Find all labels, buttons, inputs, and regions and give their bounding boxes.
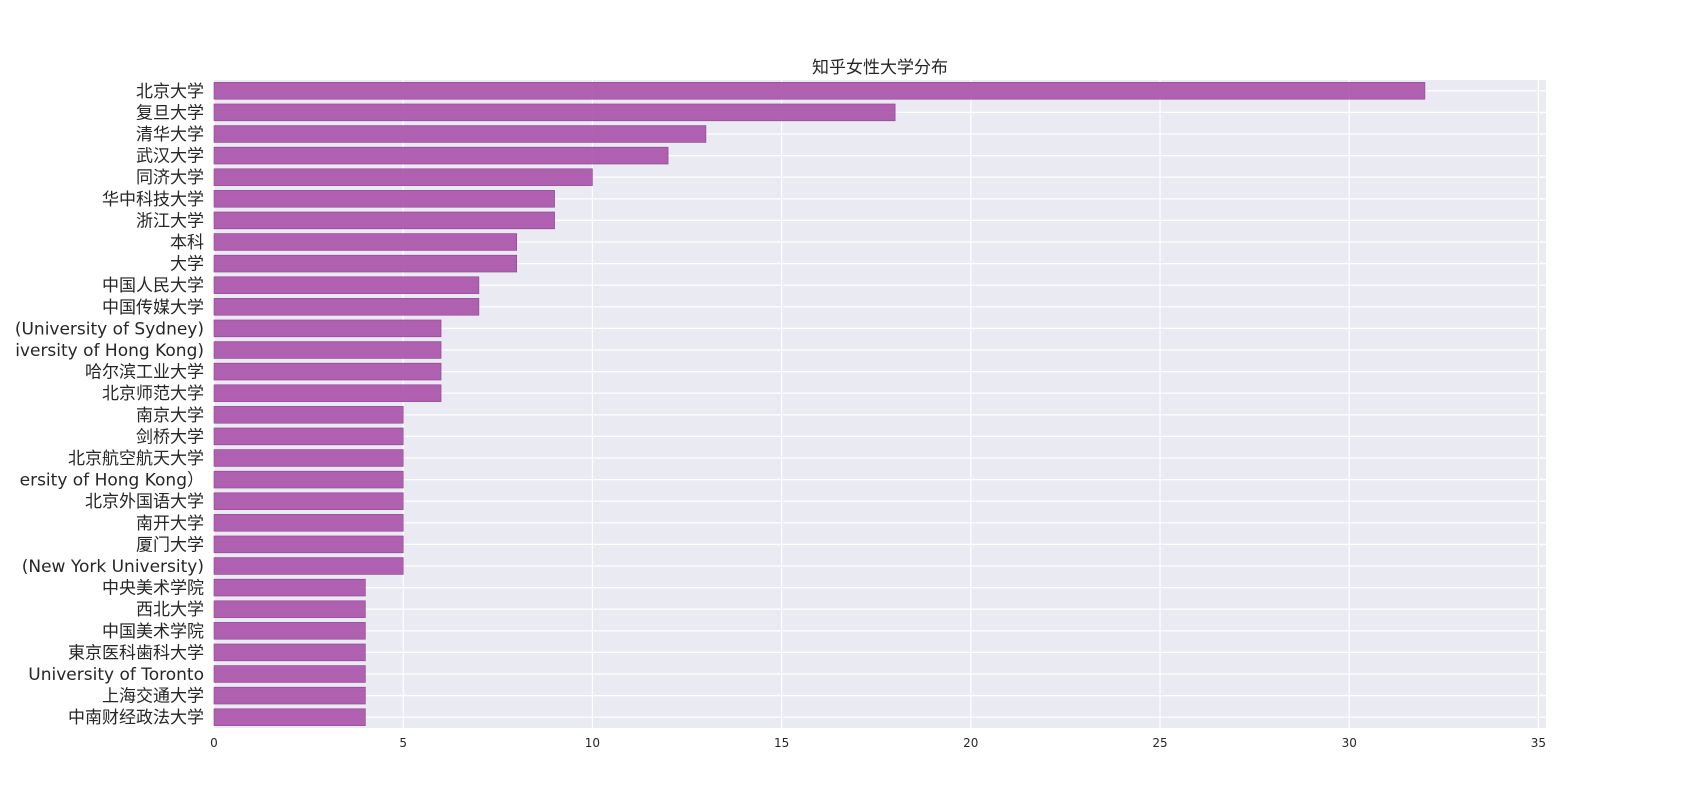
category-label: 华中科技大学 <box>102 190 204 210</box>
category-label: 中国美术学院 <box>102 622 204 642</box>
bar <box>213 686 366 705</box>
bar <box>213 449 404 467</box>
category-label: 南开大学 <box>136 514 204 534</box>
category-label: 浙江大学 <box>136 211 204 231</box>
bar <box>213 298 480 316</box>
bar <box>213 233 518 251</box>
bar <box>213 211 555 230</box>
bar <box>213 578 366 597</box>
x-tick-label: 10 <box>585 736 600 750</box>
category-label: 复旦大学 <box>136 103 204 123</box>
x-tick-label: 20 <box>963 736 978 750</box>
x-tick-label: 35 <box>1531 736 1546 750</box>
category-label: 上海交通大学 <box>102 687 204 707</box>
bar <box>213 341 442 359</box>
category-label: 清华大学 <box>136 125 204 145</box>
category-label: 南京大学 <box>136 406 204 426</box>
category-label: 中国人民大学 <box>102 276 204 296</box>
bar <box>213 492 404 510</box>
bar <box>213 470 404 489</box>
category-label: 北京外国语大学 <box>85 492 204 512</box>
category-label: 厦门大学 <box>136 535 204 555</box>
x-tick-label: 25 <box>1152 736 1167 750</box>
bar <box>213 643 366 662</box>
x-tick-label: 0 <box>210 736 218 750</box>
category-label: 北京大学 <box>136 82 204 102</box>
category-label: 哈尔滨工业大学 <box>85 363 204 383</box>
category-label: 大学 <box>170 255 204 275</box>
x-tick-labels: 0 5 10 15 20 25 30 35 <box>210 736 1546 750</box>
chart-title: 知乎女性大学分布 <box>812 58 948 78</box>
category-label: 北京师范大学 <box>102 384 204 404</box>
bar <box>213 708 366 726</box>
bar <box>213 514 404 532</box>
bar <box>213 362 442 381</box>
bar <box>213 427 404 446</box>
bar <box>213 276 480 294</box>
bar <box>213 535 404 554</box>
category-label: 北京航空航天大学 <box>68 449 204 469</box>
bar <box>213 254 518 273</box>
category-label: 中央美术学院 <box>102 579 204 599</box>
x-tick-label: 30 <box>1342 736 1357 750</box>
bar <box>213 168 593 186</box>
category-label: (New York University) <box>22 557 204 577</box>
bar <box>213 319 442 338</box>
x-tick-label: 5 <box>399 736 407 750</box>
category-label: 本科 <box>170 233 204 253</box>
bar <box>213 146 669 165</box>
category-label: 武汉大学 <box>136 147 204 167</box>
bar <box>213 600 366 618</box>
category-label: 東京医科歯科大学 <box>68 643 204 663</box>
bars <box>213 82 1426 726</box>
bar <box>213 384 442 402</box>
bar <box>213 622 366 640</box>
bar <box>213 82 1426 100</box>
bar <box>213 190 555 208</box>
category-label: 中南财经政法大学 <box>68 708 204 728</box>
bar <box>213 125 707 143</box>
category-labels: 北京大学复旦大学清华大学武汉大学同济大学华中科技大学浙江大学本科大学中国人民大学… <box>15 82 204 728</box>
category-label: ersity of Hong Kong） <box>20 471 204 491</box>
bar <box>213 103 896 122</box>
category-label: iversity of Hong Kong) <box>15 341 204 361</box>
category-label: 西北大学 <box>136 600 204 620</box>
category-label: (University of Sydney) <box>15 319 204 339</box>
category-label: 同济大学 <box>136 168 204 188</box>
x-tick-label: 15 <box>774 736 789 750</box>
category-label: University of Toronto <box>28 665 204 685</box>
category-label: 剑桥大学 <box>136 427 204 447</box>
bar <box>213 406 404 424</box>
bar <box>213 557 404 575</box>
plot-background <box>214 80 1546 728</box>
category-label: 中国传媒大学 <box>102 298 204 318</box>
bar <box>213 665 366 683</box>
